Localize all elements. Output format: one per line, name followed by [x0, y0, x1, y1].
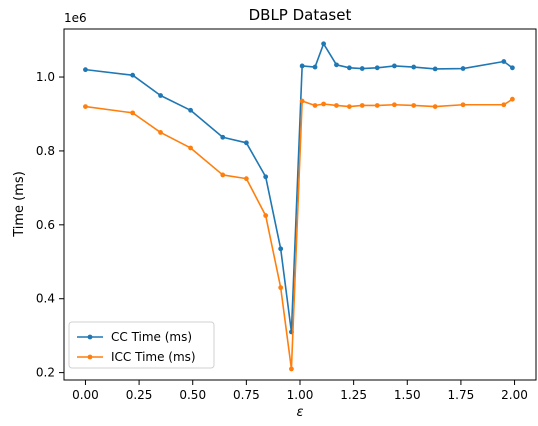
- x-tick-label: 0.75: [233, 388, 260, 402]
- series-2-point: [460, 102, 466, 108]
- legend-label-1: CC Time (ms): [111, 330, 192, 344]
- y-tick-label: 0.2: [36, 366, 55, 380]
- series-1-point: [411, 64, 417, 70]
- series-2-point: [374, 103, 380, 108]
- series-1-point: [359, 66, 365, 71]
- series-2-point: [278, 285, 284, 291]
- series-2-point: [501, 102, 507, 108]
- x-axis-label: ε: [296, 405, 303, 420]
- series-2-point: [188, 145, 193, 151]
- series-2-point: [392, 102, 397, 108]
- series-2-point: [359, 103, 365, 108]
- series-2-point: [334, 103, 339, 108]
- series-2-point: [289, 366, 294, 372]
- series-1-point: [243, 140, 249, 146]
- series-2-point: [299, 98, 305, 104]
- legend: CC Time (ms) ICC Time (ms): [68, 321, 215, 369]
- y-axis-label: Time (ms): [12, 171, 27, 238]
- series-1-point: [510, 65, 515, 71]
- legend-box: [68, 321, 215, 369]
- x-tick-label: 1.50: [394, 388, 421, 402]
- chart-title: DBLP Dataset: [249, 6, 352, 24]
- series-1-point: [460, 66, 466, 71]
- series-1-point: [220, 134, 226, 140]
- x-tick-label: 1.00: [287, 388, 314, 402]
- series-1-point: [321, 41, 326, 47]
- x-tick-label: 0.25: [126, 388, 153, 402]
- series-2-point: [312, 103, 318, 108]
- series-line-2: [84, 98, 514, 370]
- legend-marker-2: [87, 354, 93, 360]
- axes-layer: 0.00 0.25 0.50 0.75 1.00 1.25 1.50 1.75 2.00 0.2 0…: [36, 28, 537, 402]
- series-1-point: [312, 64, 318, 70]
- x-tick-label: 2.00: [501, 388, 528, 402]
- x-tick-label: 1.75: [448, 388, 475, 402]
- series-1-point: [278, 246, 284, 252]
- series-2-point: [411, 103, 417, 108]
- series-1-point: [346, 65, 352, 71]
- series-2-point: [432, 104, 438, 109]
- series-2-point: [220, 172, 226, 178]
- series-1-point: [83, 67, 88, 73]
- series-1-point: [299, 63, 305, 69]
- series-1-point: [188, 107, 193, 113]
- y-axis-multiplier-label: 1e6: [64, 11, 87, 25]
- x-tick-label: 0.00: [72, 388, 99, 402]
- series-1-point: [392, 63, 397, 69]
- series-1-point: [130, 72, 136, 78]
- y-tick-label: 0.8: [36, 144, 55, 158]
- series-1-point: [334, 62, 339, 68]
- series-2-point: [243, 176, 249, 182]
- x-tick-label: 0.50: [179, 388, 206, 402]
- legend-marker-1: [87, 334, 93, 340]
- y-tick-label: 1.0: [36, 70, 55, 84]
- y-tick-label: 0.6: [36, 218, 55, 232]
- series-2-point: [83, 104, 88, 109]
- series-1-point: [432, 66, 438, 72]
- series-1-point: [501, 59, 507, 64]
- series-2-point: [158, 130, 163, 135]
- series-2-point: [346, 104, 352, 109]
- series-1-point: [263, 174, 269, 180]
- x-tick-label: 1.25: [340, 388, 367, 402]
- plot-layer: [83, 41, 515, 372]
- series-2-point: [510, 96, 515, 102]
- series-1-point: [374, 65, 380, 71]
- series-1-point: [158, 93, 163, 98]
- y-tick-label: 0.4: [36, 292, 55, 306]
- series-2-point: [263, 213, 269, 218]
- series-line-1: [84, 42, 514, 333]
- series-2-point: [321, 101, 326, 107]
- legend-label-2: ICC Time (ms): [111, 350, 196, 364]
- series-2-point: [130, 110, 136, 116]
